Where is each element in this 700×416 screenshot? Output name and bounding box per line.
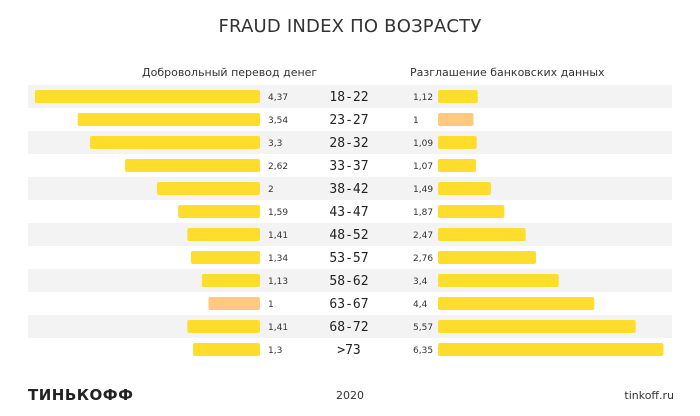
left-series-header: Добровольный перевод денег bbox=[142, 66, 318, 79]
right-value-label: 2,76 bbox=[413, 254, 433, 264]
age-group-label: 68-72 bbox=[329, 320, 368, 335]
age-group-label: 18-22 bbox=[329, 90, 368, 105]
right-bar bbox=[438, 159, 476, 172]
left-bar bbox=[201, 274, 260, 287]
right-value-label: 1 bbox=[413, 116, 419, 126]
left-value-label: 4,37 bbox=[268, 93, 288, 103]
right-value-label: 6,35 bbox=[413, 346, 433, 356]
left-bar bbox=[190, 251, 260, 264]
left-value-label: 1,34 bbox=[268, 254, 288, 264]
left-bar bbox=[187, 320, 260, 333]
left-value-label: 3,3 bbox=[268, 139, 282, 149]
right-value-label: 5,57 bbox=[413, 323, 433, 333]
right-value-label: 2,47 bbox=[413, 231, 433, 241]
left-value-label: 1,13 bbox=[268, 277, 288, 287]
tinkoff-logo: ТИНЬКОФФ bbox=[28, 386, 134, 404]
right-bar bbox=[438, 343, 664, 356]
right-value-label: 1,49 bbox=[413, 185, 433, 195]
right-series-header: Разглашение банковских данных bbox=[410, 66, 605, 79]
chart-title: FRAUD INDEX ПО ВОЗРАСТУ bbox=[218, 16, 482, 37]
age-group-label: 38-42 bbox=[329, 182, 368, 197]
right-bar bbox=[438, 320, 636, 333]
left-value-label: 1 bbox=[268, 300, 274, 310]
left-value-label: 1,41 bbox=[268, 323, 288, 333]
left-bar bbox=[193, 343, 260, 356]
right-bar bbox=[438, 297, 595, 310]
left-bar bbox=[157, 182, 260, 195]
age-group-label: 58-62 bbox=[329, 274, 368, 289]
left-value-label: 1,3 bbox=[268, 346, 282, 356]
age-group-label: 28-32 bbox=[329, 136, 368, 151]
footer-site: tinkoff.ru bbox=[624, 389, 674, 402]
left-value-label: 3,54 bbox=[268, 116, 288, 126]
right-value-label: 1,12 bbox=[413, 93, 433, 103]
right-value-label: 4,4 bbox=[413, 300, 428, 310]
left-bar bbox=[34, 90, 260, 103]
left-bar bbox=[90, 136, 260, 149]
age-group-label: 33-37 bbox=[329, 159, 368, 174]
age-group-label: 63-67 bbox=[329, 297, 368, 312]
right-value-label: 1,07 bbox=[413, 162, 433, 172]
left-value-label: 2,62 bbox=[268, 162, 288, 172]
left-bar bbox=[208, 297, 260, 310]
left-bar bbox=[77, 113, 260, 126]
left-value-label: 1,41 bbox=[268, 231, 288, 241]
right-bar bbox=[438, 113, 474, 126]
right-bar bbox=[438, 182, 491, 195]
right-bar bbox=[438, 136, 477, 149]
right-bar bbox=[438, 228, 526, 241]
right-value-label: 3,4 bbox=[413, 277, 428, 287]
left-value-label: 2 bbox=[268, 185, 274, 195]
right-value-label: 1,87 bbox=[413, 208, 433, 218]
left-bar bbox=[187, 228, 260, 241]
footer-year: 2020 bbox=[336, 389, 364, 402]
age-group-label: 53-57 bbox=[329, 251, 368, 266]
age-group-label: 23-27 bbox=[329, 113, 368, 128]
right-bar bbox=[438, 205, 505, 218]
left-value-label: 1,59 bbox=[268, 208, 288, 218]
left-bar bbox=[125, 159, 260, 172]
right-value-label: 1,09 bbox=[413, 139, 433, 149]
right-bar bbox=[438, 274, 559, 287]
left-bar bbox=[178, 205, 260, 218]
age-group-label: 43-47 bbox=[329, 205, 368, 220]
right-bar bbox=[438, 90, 478, 103]
right-bar bbox=[438, 251, 536, 264]
age-group-label: 48-52 bbox=[329, 228, 368, 243]
age-group-label: >73 bbox=[337, 343, 360, 358]
